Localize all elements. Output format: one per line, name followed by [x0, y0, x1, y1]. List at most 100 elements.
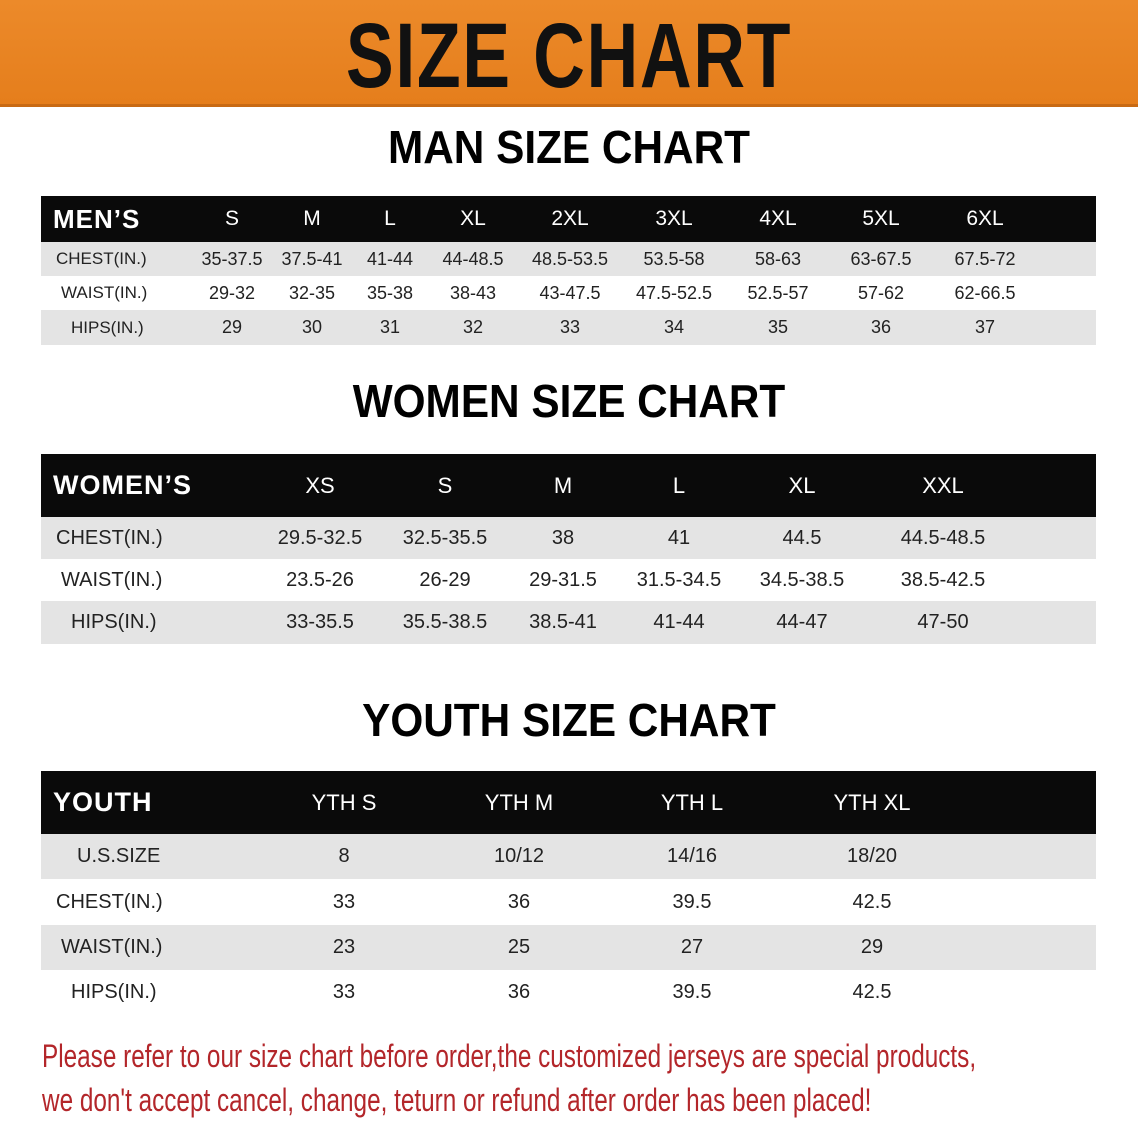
table-cell: 32 — [462, 317, 484, 337]
table-cell: 36 — [870, 317, 892, 337]
table-cell: 23 — [332, 936, 356, 958]
table-cell: 35.5-38.5 — [402, 611, 488, 633]
table-cell: 44.5-48.5 — [900, 526, 986, 549]
table-cell: 32.5-35.5 — [402, 526, 488, 549]
table-cell: 33 — [559, 317, 581, 337]
banner-title: SIZE CHART — [345, 5, 793, 107]
row-label: HIPS(IN.) — [71, 317, 144, 337]
table-cell: 43-47.5 — [539, 282, 601, 303]
table-cell: 52.5-57 — [747, 282, 809, 303]
row-label: U.S.SIZE — [77, 845, 161, 867]
table-cell: 10/12 — [493, 845, 545, 867]
column-header: YTH S — [311, 789, 377, 815]
table-cell: 44.5 — [782, 526, 822, 549]
table-cell: 18/20 — [846, 845, 898, 867]
women-header-row: WOMEN’S XS S M L XL XXL — [41, 454, 1096, 517]
table-row: CHEST(IN.) 35-37.5 37.5-41 41-44 44-48.5 48.5… — [41, 242, 1096, 276]
table-cell: 39.5 — [672, 981, 712, 1003]
notice-line-1: Please refer to our size chart before or… — [42, 1038, 977, 1074]
table-cell: 42.5 — [852, 890, 892, 913]
table-cell: 41-44 — [366, 248, 414, 269]
table-cell: 29.5-32.5 — [277, 526, 363, 549]
table-row: HIPS(IN.) 33 36 39.5 42.5 — [41, 970, 1096, 1015]
table-cell: 25 — [507, 936, 531, 958]
table-row: HIPS(IN.) 33-35.5 35.5-38.5 38.5-41 41-44 44-… — [41, 601, 1096, 644]
women-table-label: WOMEN’S — [53, 470, 192, 500]
table-row: U.S.SIZE 8 10/12 14/16 18/20 — [41, 834, 1096, 879]
table-cell: 57-62 — [857, 282, 905, 303]
women-section-title: WOMEN SIZE CHART — [352, 375, 786, 427]
table-row: HIPS(IN.) 29 30 31 32 33 34 35 36 37 — [41, 310, 1096, 345]
column-header: 6XL — [966, 207, 1004, 230]
table-cell: 29-31.5 — [529, 568, 597, 591]
table-cell: 36 — [507, 981, 531, 1003]
notice-line-2: we don't accept cancel, change, teturn o… — [42, 1082, 872, 1118]
row-label: CHEST(IN.) — [56, 249, 147, 268]
row-label: CHEST(IN.) — [56, 890, 163, 913]
table-cell: 42.5 — [852, 981, 892, 1003]
table-cell: 34 — [663, 317, 685, 337]
column-header: M — [303, 207, 321, 230]
table-cell: 39.5 — [672, 890, 712, 913]
table-cell: 29 — [221, 317, 243, 337]
row-label: WAIST(IN.) — [61, 568, 163, 591]
column-header: 2XL — [551, 207, 589, 230]
table-cell: 36 — [507, 890, 531, 913]
column-header: 4XL — [759, 207, 797, 230]
table-cell: 31 — [379, 317, 401, 337]
table-cell: 29-32 — [208, 282, 256, 303]
table-cell: 41 — [667, 526, 691, 549]
table-cell: 62-66.5 — [954, 282, 1016, 303]
column-header: L — [672, 472, 686, 498]
column-header: 3XL — [655, 207, 693, 230]
table-cell: 58-63 — [754, 248, 802, 269]
table-row: CHEST(IN.) 33 36 39.5 42.5 — [41, 879, 1096, 925]
column-header: YTH M — [484, 789, 554, 815]
men-header-row: MEN’S S M L XL 2XL 3XL 4XL 5XL 6XL — [41, 196, 1096, 242]
table-cell: 38 — [551, 526, 575, 549]
table-row: WAIST(IN.) 23 25 27 29 — [41, 925, 1096, 970]
column-header: YTH XL — [833, 789, 911, 815]
youth-section-title: YOUTH SIZE CHART — [362, 694, 776, 746]
table-cell: 41-44 — [653, 611, 705, 633]
banner: SIZE CHART — [0, 0, 1138, 107]
column-header: S — [224, 207, 239, 230]
table-cell: 47.5-52.5 — [635, 282, 713, 303]
table-cell: 8 — [338, 845, 350, 867]
table-cell: 38.5-42.5 — [900, 568, 986, 591]
table-cell: 53.5-58 — [643, 248, 705, 269]
table-cell: 34.5-38.5 — [759, 568, 845, 591]
table-cell: 35-37.5 — [201, 248, 263, 269]
row-label: HIPS(IN.) — [71, 611, 157, 633]
table-cell: 38.5-41 — [529, 611, 597, 633]
table-cell: 44-48.5 — [442, 248, 504, 269]
table-row: CHEST(IN.) 29.5-32.5 32.5-35.5 38 41 44.5 44.5… — [41, 517, 1096, 559]
men-table-label: MEN’S — [53, 203, 141, 234]
table-cell: 37.5-41 — [281, 248, 343, 269]
table-cell: 44-47 — [776, 611, 828, 633]
table-cell: 33 — [332, 890, 356, 913]
table-row: WAIST(IN.) 29-32 32-35 35-38 38-43 43-47.5 47.… — [41, 276, 1096, 310]
men-section-title: MAN SIZE CHART — [387, 121, 751, 173]
table-cell: 32-35 — [288, 282, 336, 303]
column-header: L — [384, 207, 396, 230]
row-label: CHEST(IN.) — [56, 526, 163, 549]
column-header: 5XL — [862, 207, 900, 230]
table-cell: 63-67.5 — [850, 248, 912, 269]
table-cell: 67.5-72 — [954, 248, 1016, 269]
table-cell: 48.5-53.5 — [531, 248, 609, 269]
row-label: HIPS(IN.) — [71, 981, 157, 1003]
table-cell: 47-50 — [917, 611, 969, 633]
table-cell: 29 — [860, 936, 884, 958]
column-header: S — [437, 472, 453, 498]
column-header: XS — [305, 472, 335, 498]
table-cell: 14/16 — [666, 845, 718, 867]
table-cell: 37 — [974, 317, 996, 337]
youth-header-row: YOUTH YTH S YTH M YTH L YTH XL — [41, 771, 1096, 834]
table-cell: 35-38 — [366, 282, 414, 303]
column-header: XXL — [922, 472, 964, 498]
table-cell: 27 — [680, 936, 704, 958]
youth-table-label: YOUTH — [53, 787, 153, 817]
table-cell: 30 — [301, 317, 323, 337]
table-row: WAIST(IN.) 23.5-26 26-29 29-31.5 31.5-34.5 34… — [41, 559, 1096, 601]
